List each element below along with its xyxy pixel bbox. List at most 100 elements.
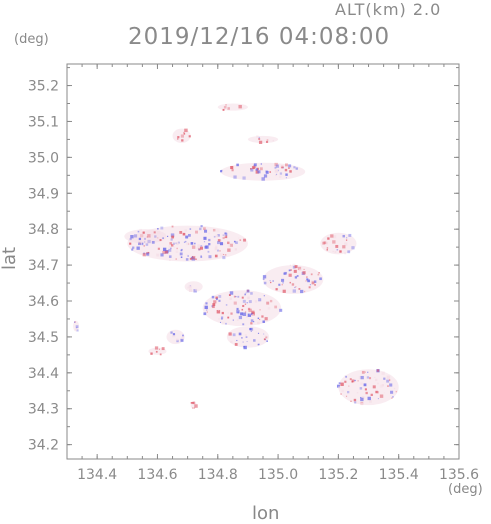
data-cell [242, 341, 244, 343]
data-cell [386, 375, 391, 379]
data-cell [172, 334, 176, 338]
data-cell [292, 265, 296, 269]
data-cell [259, 318, 261, 321]
data-cell [274, 305, 278, 309]
data-cell [348, 233, 352, 237]
data-cell [188, 135, 191, 138]
data-cell [212, 305, 215, 309]
data-cell [243, 238, 246, 242]
data-cell [330, 234, 334, 238]
data-cell [342, 234, 345, 238]
data-cell [303, 268, 305, 270]
data-cell [243, 345, 247, 350]
x-tick-label: 134.8 [198, 467, 238, 483]
y-tick-label: 34.4 [28, 366, 59, 382]
data-cell [322, 241, 326, 245]
data-cell [132, 246, 135, 249]
x-ticks: 134.4 134.6 134.8 135.0 135.2 135.4 135.6 [77, 64, 479, 483]
data-cell [214, 254, 218, 258]
data-cell [259, 167, 263, 171]
data-cell [334, 251, 337, 253]
data-cell [251, 310, 255, 314]
data-cell [389, 383, 393, 387]
data-cell [281, 283, 283, 286]
data-cell [215, 296, 218, 300]
data-cell [140, 240, 143, 243]
data-cell [75, 325, 79, 328]
data-cell [323, 241, 327, 245]
data-cell [158, 348, 160, 350]
data-cell [242, 299, 246, 303]
x-unit-label: (deg) [448, 482, 483, 497]
data-cell [282, 289, 286, 293]
data-cell [156, 230, 161, 235]
data-cell [348, 385, 350, 387]
data-cell [185, 240, 187, 243]
data-cell [183, 133, 186, 135]
data-cell [142, 231, 145, 234]
data-cell [390, 390, 394, 394]
data-cell [258, 136, 260, 139]
data-cell [307, 279, 310, 283]
data-cell [262, 278, 265, 280]
data-cell [218, 317, 220, 320]
data-cell [269, 280, 271, 282]
data-cell [176, 338, 179, 341]
data-cell [317, 273, 320, 276]
data-cell [198, 248, 201, 251]
data-cell [313, 280, 317, 283]
data-cell [192, 402, 195, 404]
data-cell [162, 237, 164, 239]
data-cell [188, 288, 193, 292]
data-cell [326, 247, 329, 249]
data-cell [311, 280, 313, 282]
data-cell [354, 379, 356, 382]
data-cell [369, 399, 372, 403]
data-cell [238, 332, 242, 336]
data-cell [172, 242, 175, 245]
data-cell [266, 140, 269, 143]
data-cell [226, 107, 228, 109]
data-cell [347, 250, 351, 254]
data-cell [257, 332, 260, 334]
data-cell [186, 254, 189, 256]
altitude-label: ALT(km) 2.0 [335, 0, 442, 19]
data-cell [190, 242, 194, 245]
data-cell [130, 235, 134, 239]
data-cell [285, 163, 288, 167]
data-cell [342, 245, 346, 249]
data-cell [359, 387, 363, 390]
data-cell [250, 327, 254, 331]
data-cell [169, 259, 171, 261]
data-cell [367, 396, 371, 401]
data-cell [281, 278, 285, 282]
data-cell [231, 169, 234, 172]
data-cell [232, 333, 236, 337]
region-base [263, 265, 324, 294]
data-cell [263, 295, 265, 297]
data-cell [129, 237, 132, 241]
data-cell [242, 312, 247, 316]
data-cell [241, 337, 243, 339]
data-cell [360, 402, 364, 406]
data-cell [208, 238, 211, 242]
data-cell [306, 278, 309, 281]
data-cell [244, 293, 247, 296]
data-cell [153, 231, 156, 234]
data-cell [291, 283, 295, 286]
data-cell [204, 229, 208, 233]
data-cell [293, 166, 296, 169]
data-cell [262, 320, 265, 323]
data-cell [302, 271, 306, 275]
data-cell [296, 275, 299, 277]
data-cell [246, 302, 248, 304]
data-cell [247, 307, 251, 311]
data-cell [297, 266, 302, 271]
region-base [226, 326, 270, 348]
data-cell [229, 243, 233, 247]
data-cell [137, 230, 140, 233]
data-cell [222, 256, 226, 260]
data-cell [250, 292, 253, 295]
data-cell [161, 347, 165, 351]
data-cell [222, 108, 225, 111]
